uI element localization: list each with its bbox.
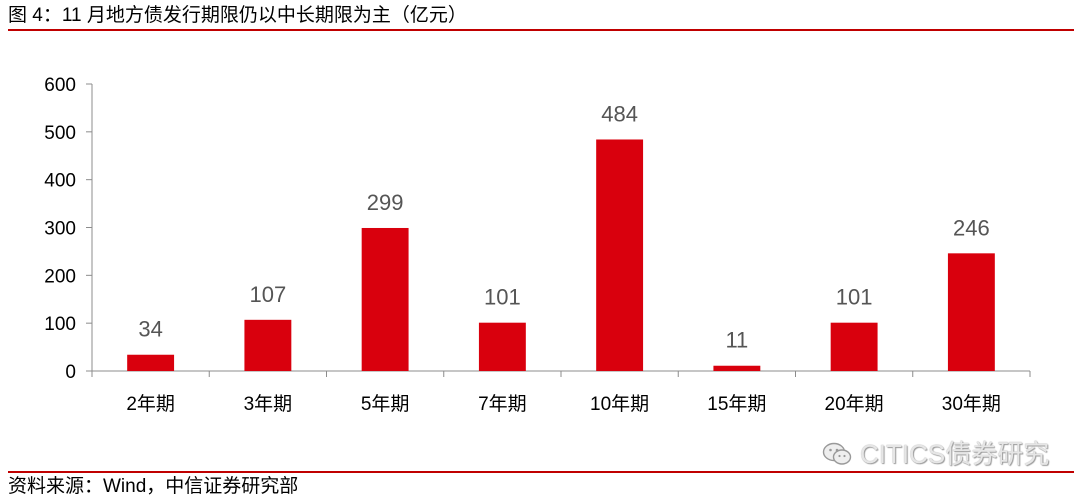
x-tick-label: 2年期 bbox=[126, 393, 175, 415]
data-labels: 34 107 299 101 484 11 101 246 bbox=[138, 101, 989, 352]
bar-series bbox=[127, 139, 995, 371]
y-axis: 0 100 200 300 400 500 600 bbox=[44, 75, 93, 383]
y-tick-label: 300 bbox=[44, 219, 76, 240]
bar bbox=[713, 365, 761, 371]
data-label: 34 bbox=[138, 317, 162, 342]
bar bbox=[361, 227, 409, 371]
y-tick-label: 100 bbox=[44, 314, 76, 335]
y-tick-label: 500 bbox=[44, 123, 76, 144]
x-tick-label: 15年期 bbox=[707, 393, 766, 415]
y-tick-label: 400 bbox=[44, 171, 76, 192]
title-divider bbox=[8, 29, 1074, 31]
data-label: 101 bbox=[836, 285, 873, 310]
data-label: 107 bbox=[250, 282, 287, 307]
y-tick-label: 0 bbox=[65, 362, 76, 383]
x-tick-label: 3年期 bbox=[244, 393, 293, 415]
data-label: 11 bbox=[725, 328, 748, 353]
watermark-text: CITICS债券研究 bbox=[860, 439, 1050, 469]
x-tick-label: 5年期 bbox=[361, 393, 410, 415]
x-axis: 2年期 3年期 5年期 7年期 10年期 15年期 20年期 30年期 bbox=[91, 370, 1031, 415]
y-tick-label: 600 bbox=[44, 75, 76, 96]
x-tick-label: 30年期 bbox=[942, 393, 1001, 415]
bar bbox=[830, 322, 878, 371]
data-label: 299 bbox=[367, 190, 404, 215]
data-label: 484 bbox=[601, 101, 638, 126]
y-tick-label: 200 bbox=[44, 266, 76, 287]
data-label: 246 bbox=[953, 215, 990, 240]
bar bbox=[478, 322, 526, 371]
chart-title: 图 4：11 月地方债发行期限仍以中长期限为主（亿元） bbox=[8, 5, 467, 26]
bar bbox=[596, 139, 644, 371]
x-tick-label: 20年期 bbox=[825, 393, 884, 415]
x-tick-label: 10年期 bbox=[590, 393, 649, 415]
bar bbox=[127, 354, 175, 371]
wechat-icon bbox=[822, 442, 852, 465]
watermark: CITICS债券研究 bbox=[822, 438, 1049, 470]
data-label: 101 bbox=[484, 285, 521, 310]
bar bbox=[947, 253, 995, 371]
x-tick-label: 7年期 bbox=[478, 393, 527, 415]
source-note: 资料来源：Wind，中信证券研究部 bbox=[8, 476, 299, 497]
bar-chart: 0 100 200 300 400 500 600 2年期 3年期 5年期 7年期 10年期 15年期… bbox=[44, 75, 1031, 415]
bar bbox=[244, 319, 292, 371]
footer-divider bbox=[8, 471, 1074, 473]
